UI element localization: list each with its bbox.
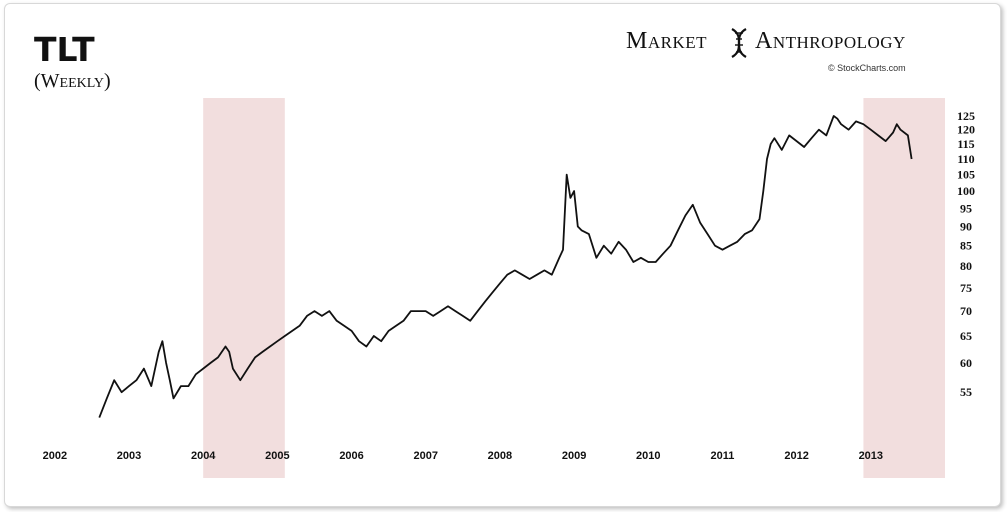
chart-subtitle: (Weekly) (34, 70, 111, 92)
y-tick-label: 65 (960, 329, 972, 343)
x-tick-label: 2007 (413, 450, 437, 462)
y-tick-label: 80 (960, 259, 972, 273)
y-tick-label: 95 (960, 201, 972, 215)
y-tick-label: 115 (957, 137, 974, 151)
shaded-region-0 (203, 98, 285, 478)
x-axis-ticks: 2002 2003 2004 2005 2006 2007 2008 2009 2010 2011… (43, 450, 883, 462)
shaded-region-1 (863, 98, 945, 478)
y-tick-label: 125 (957, 109, 975, 123)
shaded-regions (203, 98, 945, 478)
y-tick-label: 110 (957, 152, 974, 166)
chart-credit: © StockCharts.com (828, 63, 906, 73)
y-tick-label: 120 (957, 123, 975, 137)
x-tick-label: 2011 (711, 450, 735, 462)
x-tick-label: 2005 (265, 450, 289, 462)
y-tick-label: 90 (960, 220, 972, 234)
y-tick-label: 60 (960, 356, 972, 370)
dna-helix-icon (731, 28, 747, 58)
brand-name-right: Anthropology (755, 28, 906, 54)
x-tick-label: 2004 (191, 450, 216, 462)
y-tick-label: 55 (960, 385, 972, 399)
y-tick-label: 100 (957, 184, 975, 198)
chart-frame (4, 3, 1001, 507)
x-tick-label: 2009 (562, 450, 586, 462)
chart-title: TLT (34, 30, 95, 69)
y-tick-label: 105 (957, 168, 975, 182)
y-tick-label: 85 (960, 239, 972, 253)
y-tick-label: 75 (960, 281, 972, 295)
x-tick-label: 2010 (636, 450, 660, 462)
x-tick-label: 2006 (339, 450, 363, 462)
x-tick-label: 2002 (43, 450, 67, 462)
series-line-0 (98, 115, 913, 418)
x-tick-label: 2012 (784, 450, 808, 462)
x-tick-label: 2008 (488, 450, 512, 462)
y-tick-label: 70 (960, 304, 972, 318)
x-tick-label: 2013 (859, 450, 883, 462)
brand-name-left: Market (626, 28, 708, 54)
series-group (98, 115, 913, 418)
x-tick-label: 2003 (117, 450, 141, 462)
